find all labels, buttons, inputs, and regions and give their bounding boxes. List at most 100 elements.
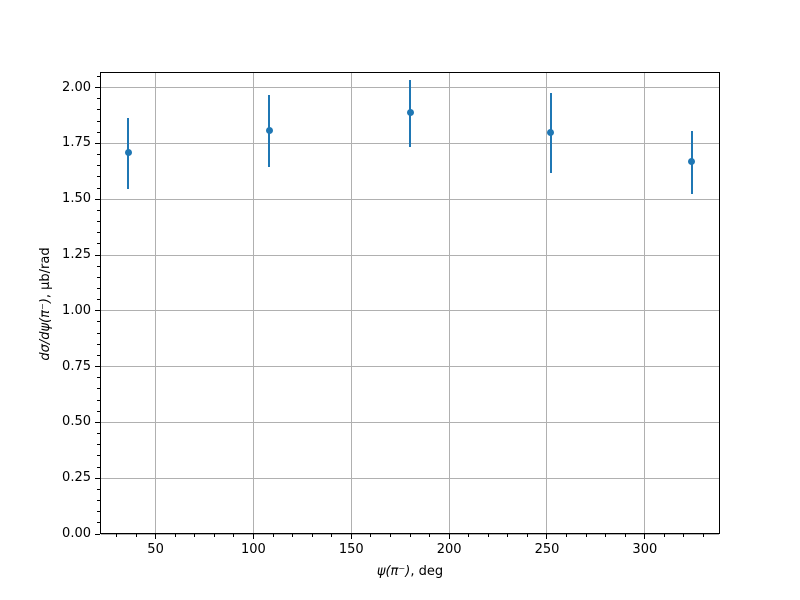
y-minor-tick xyxy=(97,75,100,77)
x-minor-tick xyxy=(429,534,431,537)
y-minor-tick xyxy=(97,287,100,289)
x-gridline xyxy=(546,73,548,533)
y-minor-tick xyxy=(97,332,100,334)
y-minor-tick xyxy=(97,209,100,211)
x-minor-tick xyxy=(233,534,235,537)
y-tick-label: 1.75 xyxy=(62,135,91,151)
y-minor-tick xyxy=(97,466,100,468)
y-major-tick xyxy=(95,87,100,89)
y-gridline xyxy=(101,477,719,479)
x-gridline xyxy=(252,73,254,533)
x-minor-tick xyxy=(409,534,411,537)
x-minor-tick xyxy=(194,534,196,537)
data-point xyxy=(688,157,696,165)
x-tick-label: 100 xyxy=(241,542,266,557)
y-minor-tick xyxy=(97,109,100,111)
y-minor-tick xyxy=(97,176,100,178)
x-axis-label: ψ(π⁻), deg xyxy=(100,564,720,584)
y-gridline xyxy=(101,366,719,368)
y-major-tick xyxy=(95,198,100,200)
x-minor-tick xyxy=(585,534,587,537)
x-tick-label: 250 xyxy=(534,542,560,557)
x-minor-tick xyxy=(566,534,568,537)
y-minor-tick xyxy=(97,399,100,401)
y-tick-label: 0.75 xyxy=(62,358,91,374)
data-point xyxy=(265,126,273,134)
y-gridline xyxy=(101,198,719,200)
x-tick-label: 150 xyxy=(338,542,364,557)
y-minor-tick xyxy=(97,299,100,301)
y-minor-tick xyxy=(97,522,100,524)
x-minor-tick xyxy=(468,534,470,537)
x-minor-tick xyxy=(663,534,665,537)
y-minor-tick xyxy=(97,444,100,446)
x-minor-tick xyxy=(487,534,489,537)
y-minor-tick xyxy=(97,265,100,267)
x-major-tick xyxy=(252,534,254,539)
x-minor-tick xyxy=(331,534,333,537)
x-minor-tick xyxy=(389,534,391,537)
data-point xyxy=(124,148,132,156)
x-minor-tick xyxy=(292,534,294,537)
y-minor-tick xyxy=(97,187,100,189)
y-major-tick xyxy=(95,421,100,423)
data-point xyxy=(547,128,555,136)
y-minor-tick xyxy=(97,276,100,278)
x-major-tick xyxy=(350,534,352,539)
y-tick-label: 2.00 xyxy=(62,79,91,95)
x-minor-tick xyxy=(135,534,137,537)
y-tick-label: 0.50 xyxy=(62,414,91,430)
y-major-tick xyxy=(95,142,100,144)
x-major-tick xyxy=(155,534,157,539)
y-major-tick xyxy=(95,310,100,312)
y-minor-tick xyxy=(97,343,100,345)
x-minor-tick xyxy=(683,534,685,537)
x-minor-tick xyxy=(115,534,117,537)
y-minor-tick xyxy=(97,120,100,122)
y-minor-tick xyxy=(97,354,100,356)
y-major-tick xyxy=(95,477,100,479)
x-minor-tick xyxy=(624,534,626,537)
y-gridline xyxy=(101,254,719,256)
y-tick-label: 1.00 xyxy=(62,302,91,318)
y-minor-tick xyxy=(97,98,100,100)
y-minor-tick xyxy=(97,488,100,490)
x-minor-tick xyxy=(703,534,705,537)
x-axis-label-symbol: ψ(π⁻) xyxy=(376,564,411,579)
y-minor-tick xyxy=(97,243,100,245)
y-minor-tick xyxy=(97,321,100,323)
y-major-tick xyxy=(95,254,100,256)
y-minor-tick xyxy=(97,131,100,133)
y-minor-tick xyxy=(97,433,100,435)
y-minor-tick xyxy=(97,511,100,513)
y-minor-tick xyxy=(97,410,100,412)
y-minor-tick xyxy=(97,232,100,234)
y-major-tick xyxy=(95,366,100,368)
y-gridline xyxy=(101,421,719,423)
x-minor-tick xyxy=(507,534,509,537)
x-tick-label: 300 xyxy=(632,542,658,557)
data-point xyxy=(406,108,414,116)
x-axis-label-unit: , deg xyxy=(410,564,444,579)
y-tick-label: 1.25 xyxy=(62,247,91,262)
x-minor-tick xyxy=(605,534,607,537)
y-gridline xyxy=(101,310,719,312)
x-gridline xyxy=(155,73,157,533)
x-minor-tick xyxy=(370,534,372,537)
x-minor-tick xyxy=(526,534,528,537)
x-gridline xyxy=(448,73,450,533)
x-gridline xyxy=(644,73,646,533)
y-minor-tick xyxy=(97,221,100,223)
y-tick-label: 0.25 xyxy=(62,470,91,486)
x-minor-tick xyxy=(311,534,313,537)
x-major-tick xyxy=(546,534,548,539)
y-minor-tick xyxy=(97,455,100,457)
x-minor-tick xyxy=(213,534,215,537)
plot-area xyxy=(100,72,720,535)
y-minor-tick xyxy=(97,500,100,502)
x-minor-tick xyxy=(174,534,176,537)
x-major-tick xyxy=(448,534,450,539)
y-minor-tick xyxy=(97,154,100,156)
y-minor-tick xyxy=(97,388,100,390)
